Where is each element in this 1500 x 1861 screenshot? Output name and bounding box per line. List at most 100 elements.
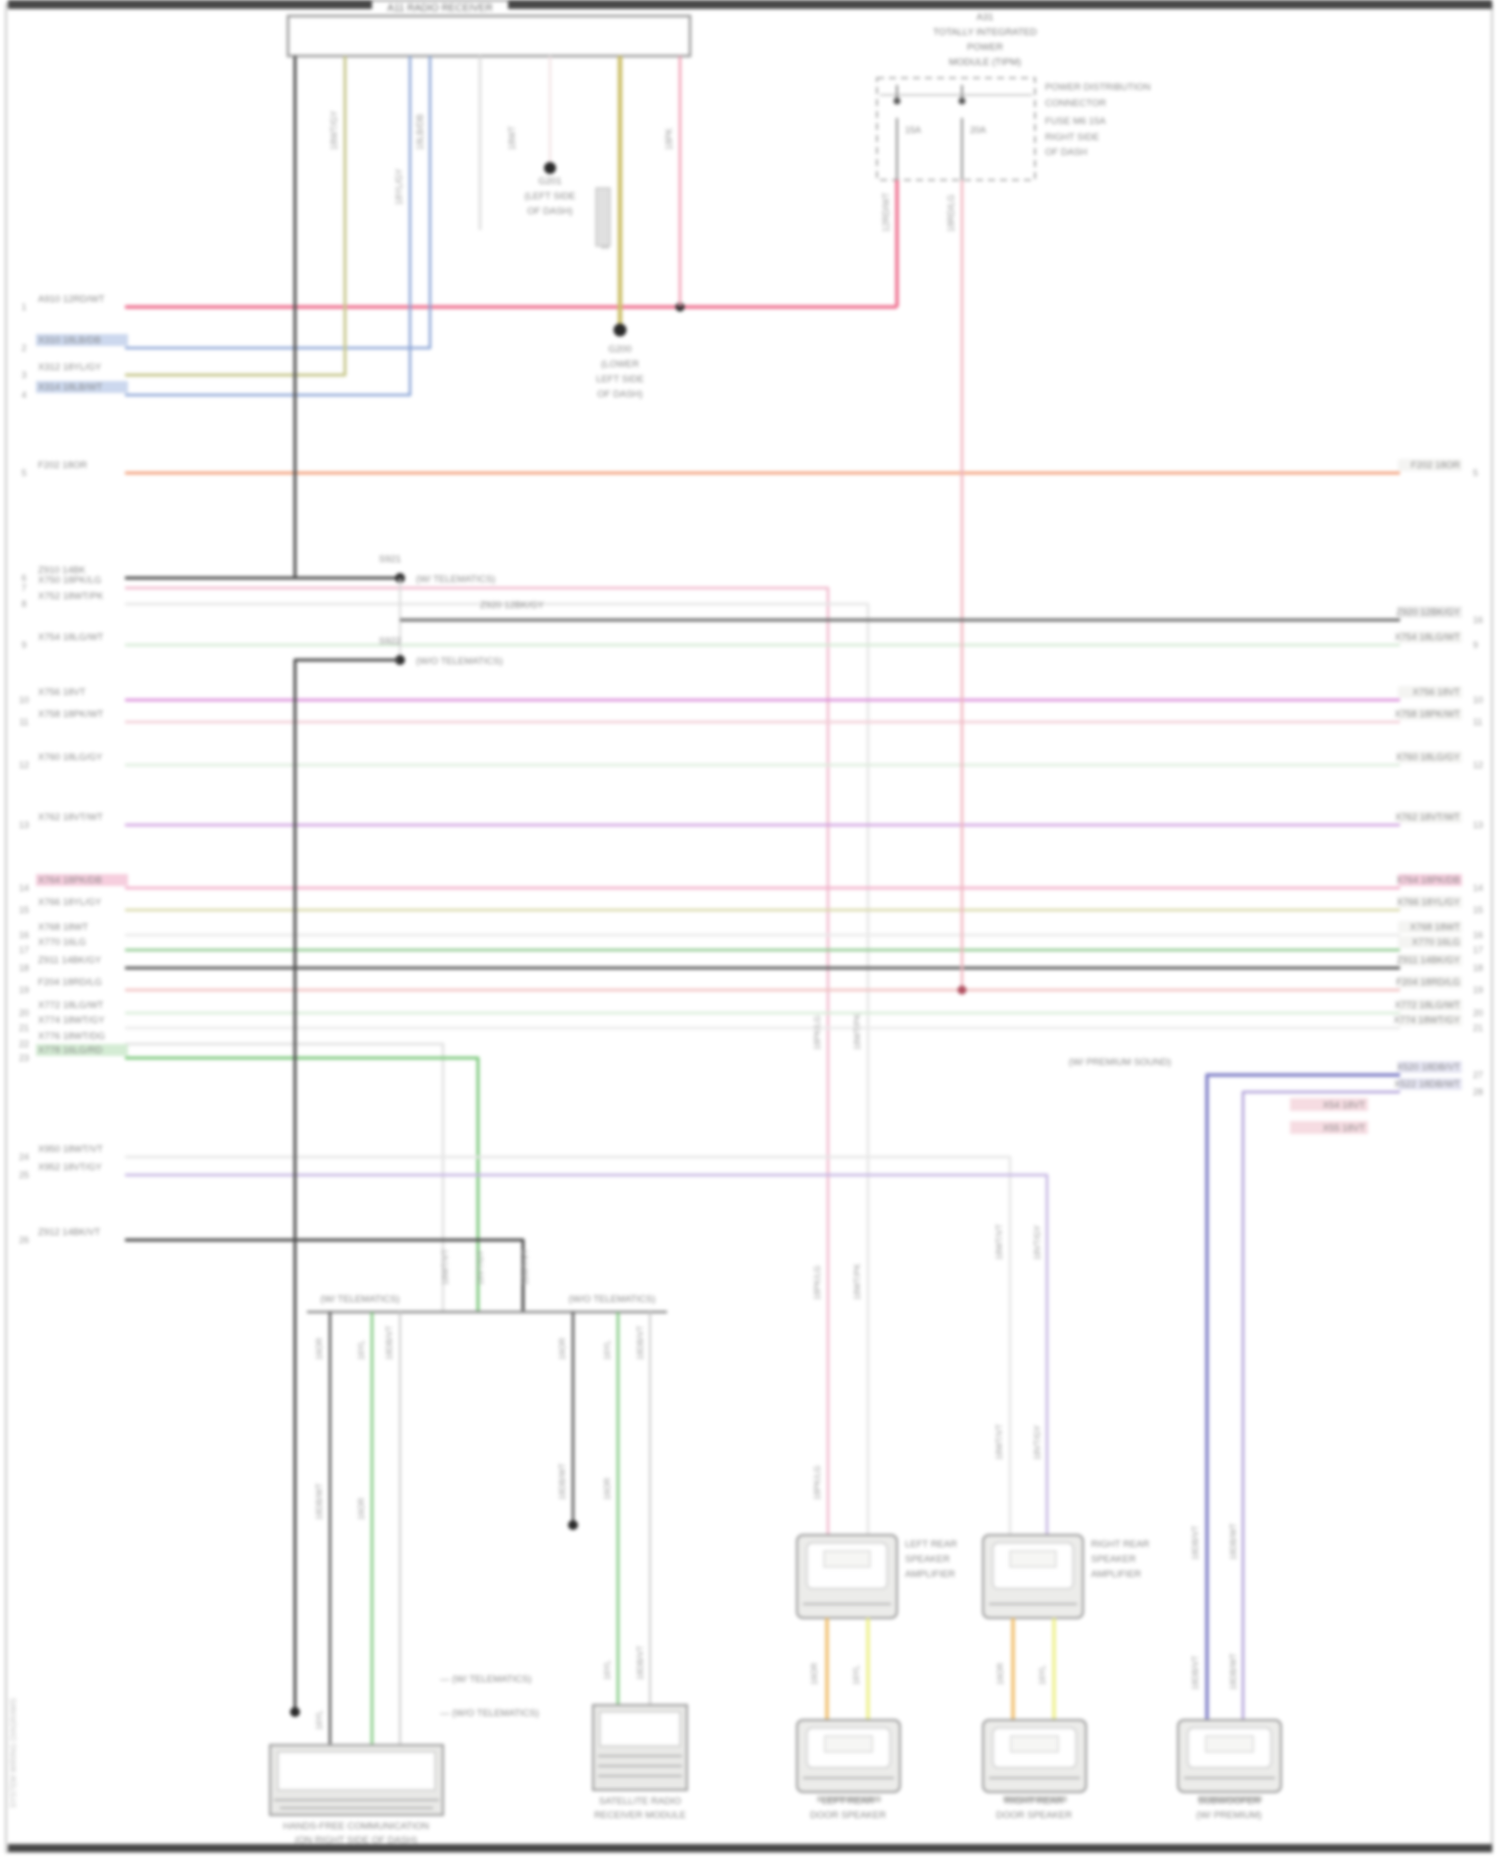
pin-number-left: 22 bbox=[19, 1039, 29, 1049]
module-box-inner bbox=[599, 1711, 681, 1747]
label-highlight bbox=[1398, 1078, 1462, 1090]
bracket-header: (W/ TELEMATICS) bbox=[320, 1294, 399, 1305]
connector-note: — (W/O TELEMATICS) bbox=[440, 1708, 539, 1719]
module-label: SATELLITE RADIO bbox=[599, 1796, 681, 1807]
wire-label-right: F204 18RD/LG bbox=[1396, 977, 1460, 988]
wire-code-vertical: 18DB/WT bbox=[1228, 1653, 1238, 1690]
wire-label-left: X760 18LG/GY bbox=[38, 752, 103, 763]
wire-code-vertical: 18VT/GY bbox=[475, 1250, 485, 1285]
wire-code-vertical: 18WT/VT bbox=[520, 1249, 530, 1285]
wire-label-left: X754 18LG/WT bbox=[38, 632, 104, 643]
speaker-label: SUBWOOFER bbox=[1198, 1796, 1260, 1807]
speaker-amp-label: AMPLIFIER bbox=[1091, 1569, 1141, 1580]
label-highlight bbox=[1398, 686, 1462, 698]
pin-number-right: 11 bbox=[1473, 717, 1482, 727]
wire-code-vertical: 16OR bbox=[557, 1338, 567, 1360]
pin-number-left: 2 bbox=[21, 343, 26, 353]
pin-number-left: 18 bbox=[19, 963, 29, 973]
pin-number-right: 10 bbox=[1473, 695, 1483, 705]
ground-label: OF DASH) bbox=[597, 389, 642, 400]
label-highlight bbox=[1398, 708, 1462, 720]
wire-code-vertical: 18DB/VT bbox=[635, 1646, 645, 1681]
label-highlight bbox=[1398, 936, 1462, 948]
speaker-label: RIGHT REAR bbox=[1005, 1796, 1064, 1807]
wire-label-left: X750 18PK/LG bbox=[38, 575, 101, 586]
pin-number-left: 6 bbox=[21, 573, 26, 583]
speaker-base bbox=[1003, 1796, 1067, 1802]
wire-code-vertical: 18YL/GY bbox=[394, 168, 404, 205]
module-label: HANDS-FREE COMMUNICATION bbox=[283, 1821, 429, 1832]
ground-label: LEFT SIDE bbox=[596, 374, 644, 385]
pin-number-left: 19 bbox=[19, 985, 29, 995]
pin-number-right: 20 bbox=[1473, 1008, 1483, 1018]
tipm-annotation: OF DASH bbox=[1045, 147, 1087, 158]
pin-number-left: 21 bbox=[19, 1023, 29, 1033]
junction-dot bbox=[290, 1707, 300, 1717]
label-highlight bbox=[1398, 954, 1462, 966]
wire-label-left: X762 18VT/WT bbox=[38, 812, 103, 823]
pin-number-left: 5 bbox=[21, 468, 26, 478]
label-highlight bbox=[1398, 1014, 1462, 1026]
wire-label-left: X770 16LG bbox=[38, 937, 86, 948]
wire-code-vertical: 18WT/VT bbox=[994, 1224, 1004, 1260]
speaker-amp-label: SPEAKER bbox=[1091, 1554, 1136, 1565]
wire-label-right: X754 18LG/WT bbox=[1395, 632, 1461, 643]
wire-code-vertical: 18PK/LG bbox=[812, 1466, 822, 1501]
tipm-title: TOTALLY INTEGRATED bbox=[933, 27, 1037, 38]
pin-number-left: 10 bbox=[19, 695, 29, 705]
wire-code-vertical: 16OR bbox=[809, 1663, 819, 1685]
pin-number-right: 15 bbox=[1473, 905, 1483, 915]
speaker-amp-label: RIGHT REAR bbox=[1091, 1539, 1150, 1550]
speaker-feed-wire bbox=[1205, 1073, 1400, 1720]
label-highlight bbox=[1398, 606, 1462, 618]
speaker-label: DOOR SPEAKER bbox=[810, 1810, 886, 1821]
ground-label: (LEFT SIDE bbox=[524, 191, 575, 202]
module-box-inner bbox=[277, 1751, 436, 1791]
wire-label-left: X766 18YL/GY bbox=[38, 897, 102, 908]
label-highlight bbox=[1398, 811, 1462, 823]
wire-label-right: X762 18VT/WT bbox=[1395, 812, 1460, 823]
ground-label: G201 bbox=[538, 176, 561, 187]
wire-code-vertical: 18DB/VT bbox=[384, 1326, 394, 1361]
wire bbox=[125, 56, 412, 397]
pin-number-left: 8 bbox=[21, 599, 26, 609]
ground-wire bbox=[293, 658, 400, 1712]
splice-name: S922 bbox=[379, 636, 401, 647]
wire-label-left: X768 18WT bbox=[38, 922, 88, 933]
pin-number-right: 16 bbox=[1473, 615, 1483, 625]
wire-label-left: X756 18VT bbox=[38, 687, 86, 698]
wire-label-right: X758 18PK/WT bbox=[1395, 709, 1461, 720]
pin-number-right: 9 bbox=[1473, 640, 1478, 650]
pin-number-right: 21 bbox=[1473, 1023, 1483, 1033]
label-highlight bbox=[1290, 1098, 1368, 1111]
label-highlight bbox=[1398, 459, 1462, 471]
wire-label-left: X950 18WT/VT bbox=[38, 1144, 103, 1155]
wire-label-right: X520 18DB/VT bbox=[1397, 1062, 1461, 1073]
wire-code-vertical: 16OR bbox=[995, 1663, 1005, 1685]
wire-code-vertical: 16YL bbox=[851, 1665, 861, 1685]
wire-code-vertical: 16YL bbox=[602, 1340, 612, 1360]
wire-code-vertical: 18PK bbox=[664, 128, 674, 150]
ground-label: OF DASH) bbox=[527, 206, 572, 217]
wire-label-left: Z911 14BK/GY bbox=[38, 955, 102, 966]
wire-code-vertical: 18VT/GY bbox=[1032, 1225, 1042, 1260]
bracket-header: (W/O TELEMATICS) bbox=[569, 1294, 656, 1305]
radio-box bbox=[286, 14, 692, 58]
wire-label: Z920 12BK/GY bbox=[480, 600, 545, 611]
splice-note: (W/O TELEMATICS) bbox=[416, 656, 503, 667]
label-highlight bbox=[1398, 976, 1462, 988]
pin-number-left: 15 bbox=[19, 905, 29, 915]
pin-number-left: 12 bbox=[19, 760, 29, 770]
wire-code-vertical: 18RD/LG bbox=[946, 194, 956, 232]
pin-number-right: 18 bbox=[1473, 963, 1483, 973]
label-highlight bbox=[36, 1044, 128, 1056]
wire bbox=[125, 1155, 1012, 1535]
pin-number-left: 9 bbox=[21, 640, 26, 650]
wire-code-vertical: 18WT/PK bbox=[852, 1013, 862, 1050]
wire-code-vertical: 18WT/PK bbox=[852, 1263, 862, 1300]
pin-number-left: 24 bbox=[19, 1152, 29, 1162]
label-highlight bbox=[36, 381, 128, 393]
wire-code-vertical: 12RD/WT bbox=[881, 192, 891, 232]
wire-code-vertical: 18VT/GY bbox=[1032, 1425, 1042, 1460]
